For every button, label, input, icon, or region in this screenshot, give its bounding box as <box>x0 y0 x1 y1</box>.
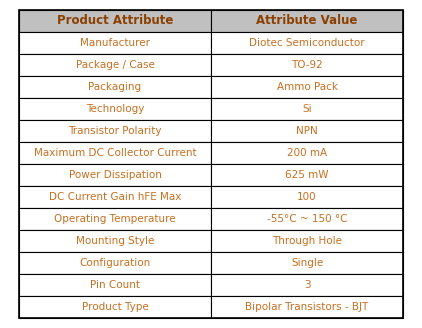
FancyBboxPatch shape <box>211 98 403 120</box>
FancyBboxPatch shape <box>211 208 403 230</box>
Text: Package / Case: Package / Case <box>76 60 154 70</box>
FancyBboxPatch shape <box>19 32 211 54</box>
FancyBboxPatch shape <box>211 32 403 54</box>
FancyBboxPatch shape <box>211 76 403 98</box>
Text: 3: 3 <box>304 280 310 290</box>
FancyBboxPatch shape <box>19 54 211 76</box>
FancyBboxPatch shape <box>211 164 403 186</box>
Text: Manufacturer: Manufacturer <box>80 38 150 48</box>
FancyBboxPatch shape <box>19 230 211 252</box>
FancyBboxPatch shape <box>211 230 403 252</box>
Text: Mounting Style: Mounting Style <box>76 236 154 246</box>
Text: TO-92: TO-92 <box>291 60 323 70</box>
FancyBboxPatch shape <box>19 274 211 296</box>
FancyBboxPatch shape <box>19 98 211 120</box>
FancyBboxPatch shape <box>19 208 211 230</box>
Text: DC Current Gain hFE Max: DC Current Gain hFE Max <box>49 192 181 202</box>
FancyBboxPatch shape <box>19 252 211 274</box>
Text: 625 mW: 625 mW <box>285 170 329 180</box>
FancyBboxPatch shape <box>211 54 403 76</box>
Text: Diotec Semiconductor: Diotec Semiconductor <box>249 38 365 48</box>
Text: Configuration: Configuration <box>79 258 151 268</box>
FancyBboxPatch shape <box>19 120 211 142</box>
Text: Power Dissipation: Power Dissipation <box>68 170 162 180</box>
FancyBboxPatch shape <box>211 296 403 318</box>
FancyBboxPatch shape <box>19 186 211 208</box>
Text: Through Hole: Through Hole <box>272 236 342 246</box>
Text: 200 mA: 200 mA <box>287 148 327 158</box>
FancyBboxPatch shape <box>211 252 403 274</box>
FancyBboxPatch shape <box>19 10 211 32</box>
Text: Maximum DC Collector Current: Maximum DC Collector Current <box>34 148 196 158</box>
FancyBboxPatch shape <box>211 10 403 32</box>
Text: Single: Single <box>291 258 323 268</box>
Text: Attribute Value: Attribute Value <box>256 14 358 27</box>
Text: Transistor Polarity: Transistor Polarity <box>68 126 162 136</box>
Text: -55°C ~ 150 °C: -55°C ~ 150 °C <box>267 214 347 224</box>
FancyBboxPatch shape <box>19 142 211 164</box>
Text: 100: 100 <box>297 192 317 202</box>
FancyBboxPatch shape <box>211 120 403 142</box>
Text: Pin Count: Pin Count <box>90 280 140 290</box>
FancyBboxPatch shape <box>19 76 211 98</box>
Text: Packaging: Packaging <box>89 82 141 92</box>
FancyBboxPatch shape <box>19 164 211 186</box>
Text: Product Type: Product Type <box>81 302 149 312</box>
FancyBboxPatch shape <box>211 186 403 208</box>
FancyBboxPatch shape <box>211 142 403 164</box>
Text: Bipolar Transistors - BJT: Bipolar Transistors - BJT <box>245 302 369 312</box>
Text: NPN: NPN <box>296 126 318 136</box>
Text: Product Attribute: Product Attribute <box>57 14 173 27</box>
Text: Si: Si <box>302 104 312 114</box>
FancyBboxPatch shape <box>211 274 403 296</box>
FancyBboxPatch shape <box>19 296 211 318</box>
Text: Technology: Technology <box>86 104 144 114</box>
Text: Operating Temperature: Operating Temperature <box>54 214 176 224</box>
Text: Ammo Pack: Ammo Pack <box>276 82 338 92</box>
